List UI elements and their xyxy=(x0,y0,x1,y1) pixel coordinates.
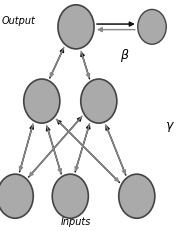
Circle shape xyxy=(119,174,155,218)
Circle shape xyxy=(58,6,94,50)
Text: β: β xyxy=(120,49,128,62)
Text: Inputs: Inputs xyxy=(61,216,91,226)
Text: Output: Output xyxy=(2,16,36,26)
Circle shape xyxy=(24,80,60,124)
Text: γ: γ xyxy=(165,118,173,131)
Circle shape xyxy=(81,80,117,124)
Circle shape xyxy=(52,174,88,218)
Circle shape xyxy=(138,10,166,45)
Circle shape xyxy=(0,174,33,218)
